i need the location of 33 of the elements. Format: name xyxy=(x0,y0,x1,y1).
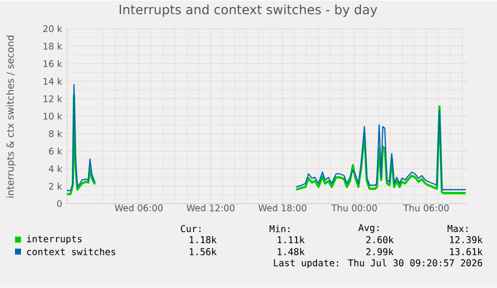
y-tick-label: 20 k xyxy=(43,25,62,32)
text: 1.11k xyxy=(278,236,305,244)
text: 1.48k xyxy=(278,248,305,256)
text: 1.56k xyxy=(190,248,217,256)
y-tick-label: 18 k xyxy=(44,42,62,50)
y-tick-label: 10 k xyxy=(44,112,62,120)
x-tick-label: Thu 06:00 xyxy=(403,204,449,212)
y-tick-label: 2 k xyxy=(49,182,62,190)
y-tick-label: 0 xyxy=(57,200,62,208)
y-tick-label: 8 k xyxy=(49,130,62,138)
x-tick-label: Thu 00:00 xyxy=(331,204,377,212)
y-tick-label: 6 k xyxy=(49,148,62,155)
legend-label: context switches xyxy=(27,248,116,256)
text: Min: xyxy=(270,225,290,232)
y-axis-title: interrupts & ctx switches / second xyxy=(6,36,16,198)
chart-title: Interrupts and context switches - by day xyxy=(120,4,378,18)
text: 1.18k xyxy=(190,236,217,244)
text: 12.39k xyxy=(450,236,483,244)
y-tick-label: 16 k xyxy=(44,60,62,68)
text: Cur: xyxy=(180,225,200,232)
text: 13.61k xyxy=(450,248,483,256)
text: 2.60k xyxy=(366,236,394,244)
y-tick-label: 14 k xyxy=(44,78,62,85)
text: Avg: xyxy=(358,224,378,234)
x-tick-label: Wed 06:00 xyxy=(114,204,163,212)
text: 2.99k xyxy=(366,248,394,256)
y-tick-label: 12 k xyxy=(44,95,62,102)
x-tick-label: Wed 12:00 xyxy=(186,204,234,212)
text: Last update: Thu Jul 30 09:20:57 2026 xyxy=(274,259,482,268)
text: Max: xyxy=(448,225,468,232)
x-tick-label: Wed 18:00 xyxy=(258,204,306,212)
legend-label: interrupts xyxy=(27,235,82,244)
y-tick-label: 4 k xyxy=(48,165,62,172)
